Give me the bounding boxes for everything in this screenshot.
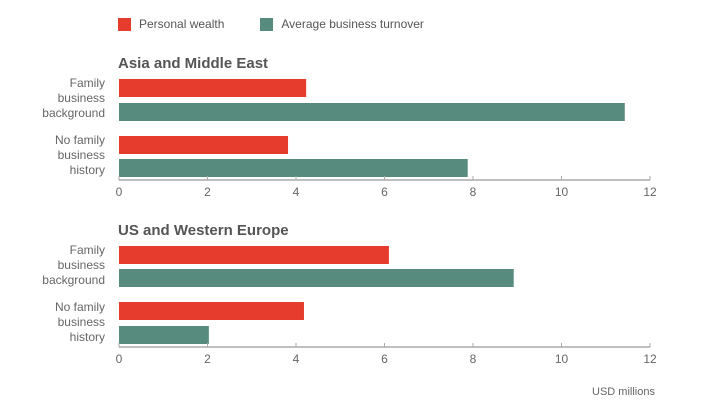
legend-item-personal-wealth: Personal wealth [118,17,224,31]
category-label-line: history [69,163,105,177]
category-label-line: history [69,330,105,344]
legend-swatch [260,17,274,31]
x-tick-label: 10 [555,352,569,366]
x-tick-label: 4 [293,185,300,199]
category-label: No family business history [55,133,105,178]
bar [119,302,304,320]
x-tick-label: 4 [293,352,300,366]
bar [119,79,307,97]
bar [119,326,209,344]
chart-title-asia: Asia and Middle East [118,55,269,72]
x-tick-label: 0 [116,352,123,366]
category-label-line: Family [69,76,105,90]
legend-label: Personal wealth [139,17,225,31]
legend-item-business-turnover: Average business turnover [260,17,424,31]
category-label-line: Family [69,243,105,257]
category-label-line: business [57,315,105,329]
x-tick-label: 8 [470,185,477,199]
category-label-line: business [57,91,105,105]
category-label-line: background [42,106,105,120]
category-label-line: background [42,273,105,287]
x-tick-label: 6 [381,352,388,366]
category-label: Family business background [42,76,105,121]
chart-title-us: US and Western Europe [118,222,289,239]
x-tick-label: 10 [555,185,569,199]
legend-swatch [118,17,131,31]
bar [119,103,625,121]
legend-label: Average business turnover [281,17,424,31]
category-label-line: No family [54,133,105,147]
category-label-line: business [57,148,105,162]
bar [119,136,289,154]
x-tick-label: 8 [470,352,477,366]
x-tick-label: 2 [204,185,211,199]
bar [119,269,514,287]
unit-label: USD millions [592,386,655,398]
x-tick-label: 12 [643,352,657,366]
legend: Personal wealth Average business turnove… [118,17,460,31]
category-label-line: business [57,258,105,272]
bar [119,159,468,177]
x-tick-label: 0 [116,185,123,199]
x-tick-label: 6 [381,185,388,199]
category-label-line: No family [54,300,105,314]
x-tick-label: 12 [643,185,657,199]
category-label: Family business background [42,243,105,288]
category-label: No family business history [55,300,105,345]
x-tick-label: 2 [204,352,211,366]
bar [119,246,389,264]
